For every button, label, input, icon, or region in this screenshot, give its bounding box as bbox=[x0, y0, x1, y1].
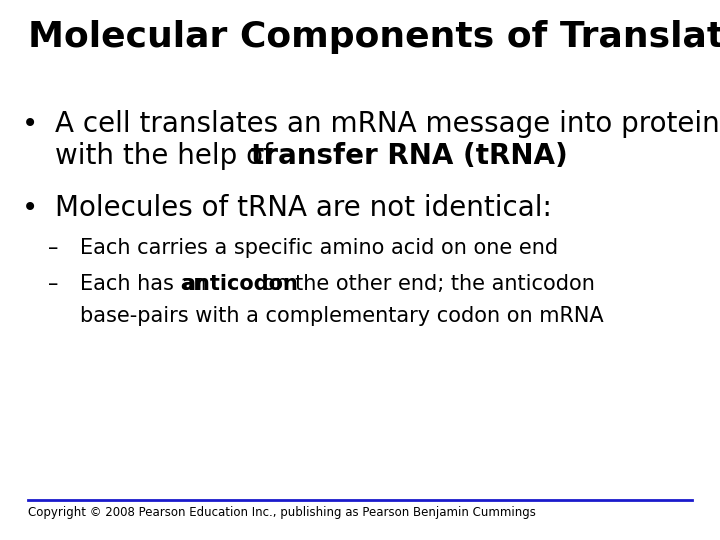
Text: Each has an: Each has an bbox=[80, 274, 213, 294]
Text: •: • bbox=[22, 110, 38, 138]
Text: Molecular Components of Translation: Molecular Components of Translation bbox=[28, 20, 720, 54]
Text: anticodon: anticodon bbox=[181, 274, 298, 294]
Text: on the other end; the anticodon: on the other end; the anticodon bbox=[256, 274, 595, 294]
Text: transfer RNA (tRNA): transfer RNA (tRNA) bbox=[251, 142, 568, 170]
Text: with the help of: with the help of bbox=[55, 142, 282, 170]
Text: Each carries a specific amino acid on one end: Each carries a specific amino acid on on… bbox=[80, 238, 558, 258]
Text: A cell translates an mRNA message into protein: A cell translates an mRNA message into p… bbox=[55, 110, 720, 138]
Text: base-pairs with a complementary codon on mRNA: base-pairs with a complementary codon on… bbox=[80, 306, 603, 326]
Text: Molecules of tRNA are not identical:: Molecules of tRNA are not identical: bbox=[55, 194, 552, 222]
Text: •: • bbox=[22, 194, 38, 222]
Text: –: – bbox=[48, 274, 58, 294]
Text: Copyright © 2008 Pearson Education Inc., publishing as Pearson Benjamin Cummings: Copyright © 2008 Pearson Education Inc.,… bbox=[28, 506, 536, 519]
Text: –: – bbox=[48, 238, 58, 258]
